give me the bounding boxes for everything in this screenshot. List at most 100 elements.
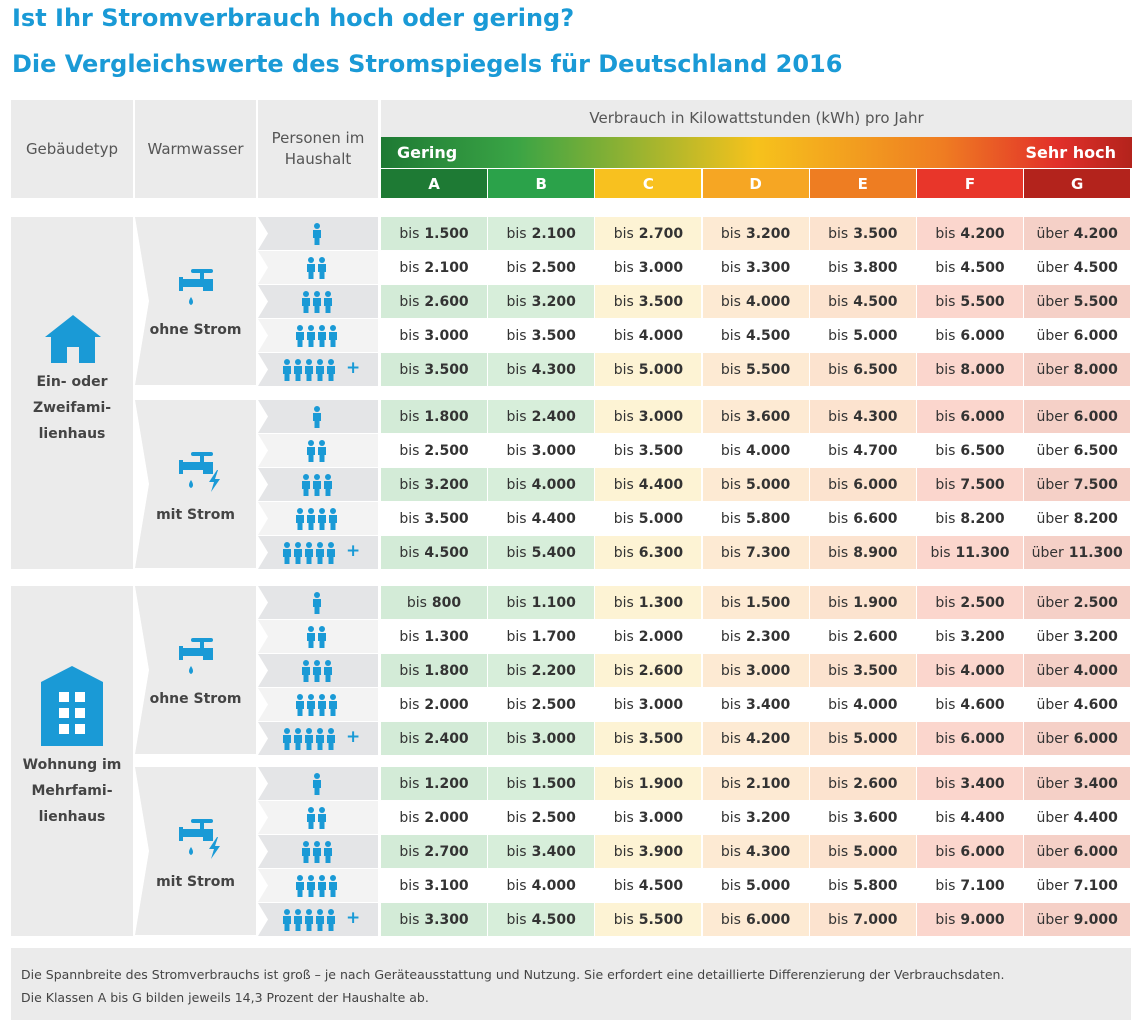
value-prefix: über — [1036, 843, 1069, 860]
value-number: 2.300 — [745, 628, 791, 645]
value-prefix: bis — [613, 775, 634, 792]
header-line: Personen im — [271, 129, 365, 147]
value-cell: bis 4.300 — [702, 835, 809, 868]
value-prefix: bis — [613, 696, 634, 713]
value-number: 4.000 — [960, 662, 1005, 679]
value-number: 11.300 — [1068, 544, 1123, 561]
value-cell: bis 2.500 — [488, 251, 595, 284]
value-prefix: bis — [828, 843, 849, 860]
value-number: 8.000 — [960, 361, 1005, 378]
value-prefix: bis — [720, 730, 741, 747]
value-cell: über 8.000 — [1024, 353, 1131, 386]
value-number: 3.500 — [853, 662, 898, 679]
value-number: 3.200 — [960, 628, 1005, 645]
value-prefix: über — [1036, 293, 1069, 310]
persons-cell — [258, 468, 378, 501]
value-prefix: bis — [828, 594, 849, 611]
value-number: 7.300 — [745, 544, 791, 561]
value-number: 3.000 — [531, 442, 576, 459]
value-cell: bis 6.000 — [917, 722, 1023, 755]
value-cell: bis 4.500 — [917, 251, 1023, 284]
value-cell: bis 1.100 — [488, 586, 595, 619]
value-cell: bis 3.400 — [702, 688, 809, 721]
value-number: 2.500 — [531, 259, 576, 276]
value-number: 2.500 — [531, 809, 576, 826]
persons-cell — [258, 285, 378, 318]
value-prefix: bis — [720, 662, 741, 679]
value-cell: bis 6.000 — [917, 835, 1023, 868]
value-cell: bis 5.000 — [809, 835, 916, 868]
value-cell: über 6.000 — [1024, 835, 1131, 868]
value-prefix: bis — [506, 696, 527, 713]
persons-cell — [258, 767, 378, 800]
scale-high: Sehr hoch — [1025, 143, 1116, 162]
footer-line: Die Klassen A bis G bilden jeweils 14,3 … — [21, 990, 429, 1005]
value-prefix: über — [1036, 696, 1069, 713]
value-number: 800 — [431, 594, 462, 611]
value-cell: bis 3.000 — [381, 319, 487, 352]
value-cell: bis 5.500 — [702, 353, 809, 386]
persons-icon — [282, 359, 338, 385]
class-header: E — [809, 169, 916, 198]
value-number: 1.800 — [424, 408, 469, 425]
value-prefix: bis — [406, 594, 427, 611]
value-cell: bis 2.600 — [809, 767, 916, 800]
value-prefix: bis — [399, 510, 420, 527]
value-cell: bis 6.500 — [809, 353, 916, 386]
value-prefix: bis — [399, 259, 420, 276]
persons-icon — [307, 807, 329, 833]
value-prefix: bis — [613, 476, 634, 493]
value-prefix: bis — [613, 361, 634, 378]
value-cell: über 5.500 — [1024, 285, 1131, 318]
value-number: 2.400 — [531, 408, 576, 425]
persons-cell — [258, 835, 378, 868]
persons-icon — [282, 909, 338, 935]
scale-bar: Gering Sehr hoch — [381, 137, 1132, 168]
value-cell: bis 4.200 — [702, 722, 809, 755]
persons-plus: + — [346, 358, 361, 378]
water-label: mit Strom — [156, 874, 235, 890]
value-number: 3.100 — [424, 877, 469, 894]
value-number: 4.500 — [745, 327, 791, 344]
value-cell: bis 3.000 — [595, 688, 702, 721]
value-cell: bis 8.000 — [917, 353, 1023, 386]
value-cell: bis 4.500 — [702, 319, 809, 352]
value-cell: bis 4.300 — [488, 353, 595, 386]
value-number: 2.600 — [638, 662, 684, 679]
value-cell: bis 2.500 — [488, 688, 595, 721]
header-line: Warmwasser — [147, 139, 244, 158]
value-number: 9.000 — [1073, 911, 1118, 928]
value-number: 2.500 — [531, 696, 576, 713]
value-prefix: bis — [828, 476, 849, 493]
value-prefix: über — [1036, 775, 1069, 792]
value-cell: bis 3.000 — [595, 400, 702, 433]
value-number: 3.000 — [638, 259, 684, 276]
persons-icon — [296, 875, 340, 901]
value-number: 4.000 — [745, 442, 791, 459]
value-prefix: bis — [828, 510, 849, 527]
value-number: 2.600 — [424, 293, 469, 310]
value-prefix: bis — [935, 259, 956, 276]
value-prefix: bis — [613, 259, 634, 276]
class-header: B — [488, 169, 595, 198]
value-prefix: bis — [935, 594, 956, 611]
value-number: 2.100 — [745, 775, 791, 792]
value-cell: bis 2.000 — [595, 620, 702, 653]
value-cell: über 4.200 — [1024, 217, 1131, 250]
value-cell: bis 1.300 — [381, 620, 487, 653]
class-header: C — [595, 169, 702, 198]
value-prefix: bis — [506, 628, 527, 645]
value-cell: über 4.500 — [1024, 251, 1131, 284]
column-header: Gebäudetyp — [11, 100, 133, 198]
building-icon — [43, 313, 103, 369]
value-number: 4.600 — [1073, 696, 1118, 713]
value-prefix: bis — [935, 843, 956, 860]
value-prefix: bis — [828, 628, 849, 645]
persons-icon — [307, 257, 329, 283]
persons-cell — [258, 251, 378, 284]
value-number: 3.200 — [424, 476, 469, 493]
persons-cell — [258, 801, 378, 834]
value-prefix: über — [1031, 544, 1064, 561]
value-cell: bis 3.400 — [488, 835, 595, 868]
value-prefix: bis — [613, 911, 634, 928]
